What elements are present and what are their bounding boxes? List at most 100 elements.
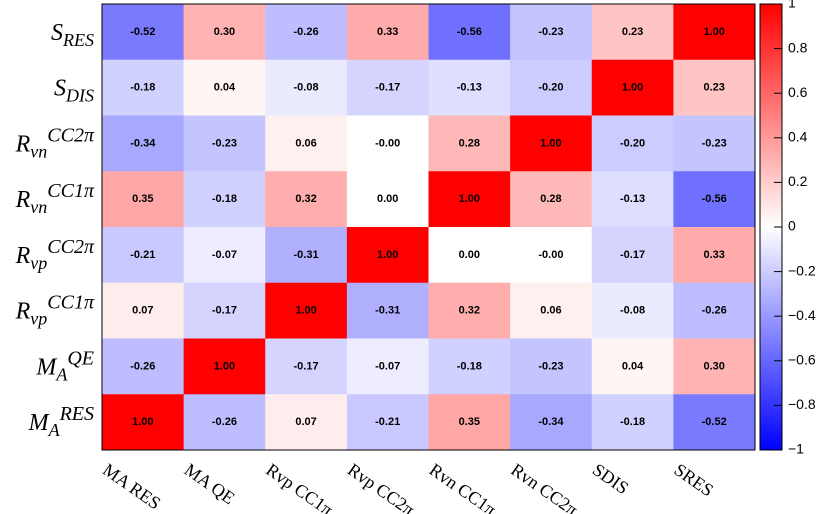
cell-label: -0.07	[375, 360, 400, 372]
colorbar-tick-label: 0.4	[788, 129, 808, 145]
heatmap-cell	[591, 227, 674, 284]
label-sub: A	[48, 420, 61, 440]
heatmap-cell	[346, 227, 429, 284]
heatmap-cell	[428, 338, 511, 395]
cell-label: 0.04	[214, 82, 236, 94]
heatmap-cell	[673, 59, 756, 116]
x-tick-label: Rvn CC2π	[507, 459, 581, 514]
cell-label: -0.23	[538, 360, 563, 372]
cell-label: 0.35	[132, 193, 153, 205]
heatmap-cell	[673, 4, 756, 61]
cell-label: 0.04	[622, 360, 644, 372]
heatmap-cell	[102, 338, 185, 395]
label-sup: CC2π	[47, 124, 95, 146]
label-sup: CC2π	[47, 236, 95, 258]
cell-label: 0.00	[459, 249, 480, 261]
label-sup: CC1π	[47, 292, 95, 314]
cell-label: 1.00	[132, 416, 153, 428]
colorbar-tick-label: −1	[788, 441, 804, 457]
heatmap-cell	[265, 4, 348, 61]
heatmap-cell	[346, 115, 429, 172]
heatmap-cell	[346, 394, 429, 451]
heatmap-cell	[510, 282, 593, 339]
cell-label: -0.31	[294, 249, 319, 261]
heatmap-cell	[183, 282, 266, 339]
heatmap-cell	[428, 394, 511, 451]
cell-label: 1.00	[622, 82, 643, 94]
heatmap-cell	[346, 4, 429, 61]
heatmap-cell	[265, 115, 348, 172]
x-tick-label: Rvn CC1π	[426, 459, 500, 514]
heatmap-cell	[510, 171, 593, 228]
cell-label: -0.17	[375, 82, 400, 94]
cell-label: -0.23	[702, 137, 727, 149]
cell-label: -0.20	[538, 82, 563, 94]
heatmap-cell	[183, 227, 266, 284]
x-tick-label: MA QE	[181, 459, 239, 508]
label-base: R	[15, 131, 31, 157]
cell-label: -0.21	[130, 249, 155, 261]
cell-label: -0.17	[620, 249, 645, 261]
cell-label: -0.17	[212, 305, 237, 317]
heatmap-cell	[265, 59, 348, 116]
cell-label: 0.30	[214, 26, 235, 38]
heatmap-cell	[183, 171, 266, 228]
cell-label: -0.13	[457, 82, 482, 94]
heatmap-cell	[673, 394, 756, 451]
x-tick-label: Rvp CC2π	[344, 459, 418, 514]
label-base: R	[15, 299, 31, 325]
cell-label: -0.56	[457, 26, 482, 38]
cell-label: 1.00	[459, 193, 480, 205]
y-tick-label: RvpCC1π	[15, 292, 95, 329]
heatmap-cell	[510, 394, 593, 451]
colorbar-tick-label: 0.8	[788, 39, 808, 55]
heatmap-cell	[346, 338, 429, 395]
heatmap-cell	[510, 59, 593, 116]
cell-label: -0.23	[212, 137, 237, 149]
cell-label: -0.26	[702, 305, 727, 317]
heatmap-cell	[102, 171, 185, 228]
heatmap-cell	[102, 115, 185, 172]
heatmap-cell	[591, 394, 674, 451]
label-sub: A	[55, 364, 68, 384]
heatmap-cell	[510, 227, 593, 284]
cell-label: -0.07	[212, 249, 237, 261]
heatmap-cell	[673, 227, 756, 284]
heatmap-cell	[265, 171, 348, 228]
heatmap-cell	[102, 282, 185, 339]
cell-label: 0.32	[295, 193, 316, 205]
cell-label: -0.18	[212, 193, 237, 205]
cell-label: -0.34	[538, 416, 564, 428]
label-sub: DIS	[65, 86, 94, 106]
x-tick-label: SDIS	[589, 459, 632, 498]
cell-label: 0.30	[703, 360, 724, 372]
heatmap-cell	[591, 59, 674, 116]
cell-label: -0.18	[130, 82, 155, 94]
heatmap-cell	[510, 4, 593, 61]
colorbar-tick-label: 1	[788, 0, 796, 11]
colorbar-tick-label: 0.2	[788, 173, 808, 189]
cell-label: 0.06	[540, 305, 561, 317]
y-tick-label: MARES	[28, 403, 94, 440]
label-sub: RES	[62, 30, 94, 50]
cell-label: -0.52	[702, 416, 727, 428]
heatmap-cell	[346, 59, 429, 116]
cell-label: -0.34	[130, 137, 156, 149]
heatmap-cell	[591, 282, 674, 339]
heatmap-cell	[510, 338, 593, 395]
cell-label: -0.26	[212, 416, 237, 428]
cell-label: 0.00	[377, 193, 398, 205]
cell-label: 0.33	[377, 26, 398, 38]
heatmap-cell	[265, 338, 348, 395]
heatmap-cell	[428, 59, 511, 116]
label-base: R	[15, 187, 31, 213]
heatmap-cell	[673, 115, 756, 172]
cell-label: 0.06	[295, 137, 316, 149]
label-base: S	[51, 20, 63, 46]
cell-label: -0.56	[702, 193, 727, 205]
cell-label: -0.00	[375, 137, 400, 149]
heatmap-cell	[591, 338, 674, 395]
cell-label: -0.52	[130, 26, 155, 38]
heatmap-cell	[510, 115, 593, 172]
